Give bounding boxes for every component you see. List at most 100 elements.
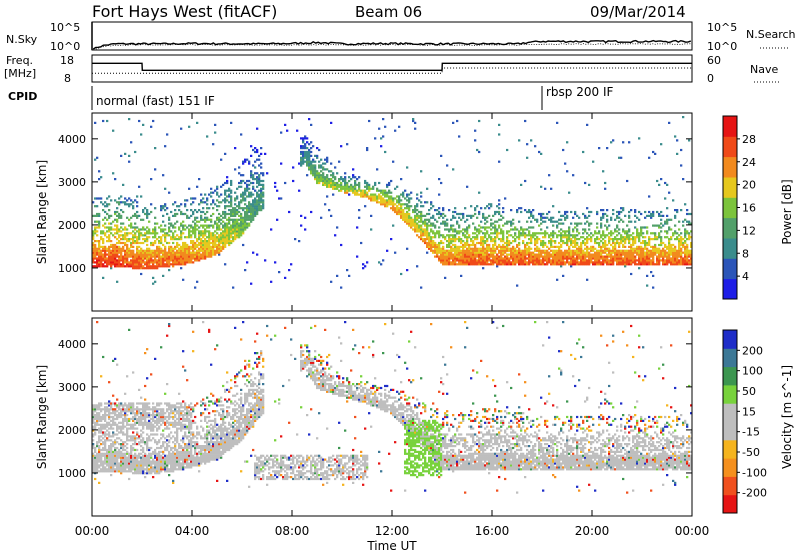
- heatmap-cell: [182, 245, 185, 248]
- heatmap-cell: [216, 191, 219, 194]
- heatmap-cell: [550, 249, 553, 252]
- heatmap-cell: [134, 240, 137, 243]
- heatmap-cell: [622, 251, 625, 254]
- heatmap-cell: [378, 189, 381, 192]
- heatmap-cell: [478, 228, 481, 231]
- heatmap-cell: [442, 209, 445, 212]
- heatmap-cell: [256, 212, 259, 216]
- heatmap-cell: [562, 263, 565, 266]
- heatmap-cell: [364, 191, 367, 194]
- heatmap-cell: [420, 218, 423, 221]
- heatmap-cell: [608, 249, 611, 252]
- heatmap-cell: [134, 253, 137, 256]
- heatmap-cell: [202, 253, 205, 256]
- heatmap-cell: [152, 263, 155, 266]
- heatmap-cell: [386, 183, 389, 186]
- heatmap-cell: [354, 181, 357, 185]
- heatmap-cell: [394, 197, 397, 200]
- heatmap-cell: [482, 238, 485, 241]
- heatmap-cell: [512, 240, 515, 243]
- heatmap-cell: [134, 214, 137, 217]
- heatmap-cell: [538, 253, 541, 256]
- heatmap-cell: [178, 249, 181, 252]
- heatmap-cell: [300, 214, 303, 217]
- heatmap-cell: [574, 249, 577, 252]
- heatmap-cell: [256, 127, 259, 130]
- heatmap-cell: [454, 261, 457, 264]
- heatmap-cell: [204, 241, 207, 245]
- heatmap-cell: [610, 257, 613, 260]
- heatmap-cell: [184, 203, 187, 206]
- heatmap-cell: [466, 236, 469, 239]
- heatmap-cell: [98, 414, 101, 417]
- heatmap-cell: [142, 241, 145, 245]
- heatmap-cell: [440, 257, 443, 260]
- heatmap-cell: [116, 251, 119, 254]
- heatmap-cell: [202, 249, 205, 252]
- heatmap-cell: [558, 218, 561, 221]
- heatmap-cell: [472, 255, 475, 258]
- heatmap-cell: [160, 205, 163, 208]
- heatmap-cell: [252, 178, 255, 181]
- heatmap-cell: [120, 470, 123, 473]
- heatmap-cell: [198, 247, 201, 250]
- heatmap-cell: [438, 249, 441, 252]
- heatmap-cell: [630, 272, 633, 276]
- heatmap-cell: [216, 187, 219, 190]
- heatmap-cell: [380, 197, 383, 200]
- heatmap-cell: [196, 253, 199, 256]
- heatmap-cell: [656, 261, 659, 264]
- heatmap-cell: [518, 238, 521, 241]
- heatmap-cell: [680, 148, 683, 152]
- heatmap-cell: [552, 259, 555, 262]
- heatmap-cell: [310, 170, 313, 173]
- heatmap-cell: [94, 460, 97, 463]
- heatmap-cell: [476, 216, 479, 219]
- heatmap-cell: [678, 251, 681, 254]
- heatmap-cell: [204, 245, 207, 248]
- heatmap-cell: [530, 247, 533, 250]
- heatmap-cell: [574, 251, 577, 254]
- heatmap-cell: [174, 261, 177, 264]
- heatmap-cell: [116, 470, 119, 473]
- heatmap-cell: [466, 259, 469, 262]
- heatmap-cell: [516, 253, 519, 256]
- heatmap-cell: [274, 181, 277, 185]
- heatmap-cell: [456, 220, 459, 223]
- heatmap-cell: [570, 241, 573, 245]
- heatmap-cell: [182, 251, 185, 254]
- heatmap-cell: [110, 222, 113, 225]
- heatmap-cell: [646, 274, 649, 277]
- heatmap-cell: [410, 222, 413, 225]
- heatmap-cell: [438, 210, 441, 214]
- heatmap-cell: [584, 247, 587, 250]
- heatmap-cell: [642, 255, 645, 258]
- heatmap-cell: [516, 259, 519, 262]
- heatmap-cell: [258, 209, 261, 212]
- heatmap-cell: [230, 197, 233, 200]
- heatmap-cell: [142, 218, 145, 221]
- heatmap-cell: [158, 241, 161, 245]
- power-ylabel: Slant Range [km]: [35, 160, 49, 264]
- heatmap-cell: [246, 209, 249, 212]
- heatmap-cell: [396, 205, 399, 208]
- heatmap-cell: [116, 415, 119, 419]
- heatmap-cell: [248, 216, 251, 219]
- heatmap-cell: [516, 243, 519, 247]
- heatmap-cell: [690, 230, 693, 233]
- heatmap-cell: [162, 265, 165, 268]
- heatmap-cell: [330, 181, 333, 185]
- heatmap-cell: [364, 195, 367, 198]
- heatmap-cell: [186, 226, 189, 229]
- heatmap-cell: [530, 210, 533, 214]
- heatmap-cell: [324, 176, 327, 179]
- heatmap-cell: [252, 216, 255, 219]
- heatmap-cell: [362, 263, 365, 266]
- heatmap-cell: [176, 243, 179, 247]
- heatmap-cell: [622, 240, 625, 243]
- heatmap-cell: [92, 245, 95, 248]
- heatmap-cell: [516, 261, 519, 264]
- heatmap-cell: [634, 210, 637, 214]
- heatmap-cell: [686, 249, 689, 252]
- heatmap-cell: [258, 158, 261, 161]
